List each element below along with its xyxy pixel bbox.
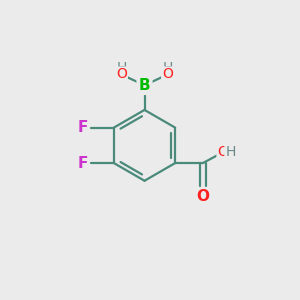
Text: O: O xyxy=(116,68,127,82)
Text: O: O xyxy=(218,145,228,159)
Text: O: O xyxy=(196,189,209,204)
Text: O: O xyxy=(162,68,173,82)
Text: H: H xyxy=(225,145,236,159)
Text: B: B xyxy=(139,78,150,93)
Text: H: H xyxy=(162,61,173,75)
Text: H: H xyxy=(116,61,127,75)
Text: F: F xyxy=(77,155,88,170)
Text: F: F xyxy=(77,120,88,135)
